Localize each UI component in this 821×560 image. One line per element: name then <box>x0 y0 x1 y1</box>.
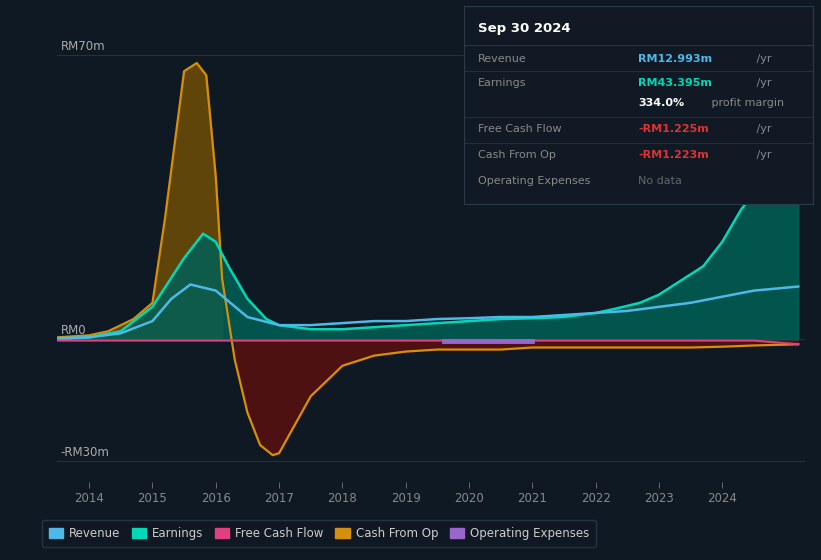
Text: Operating Expenses: Operating Expenses <box>478 175 590 185</box>
Text: Sep 30 2024: Sep 30 2024 <box>478 21 571 35</box>
Text: RM70m: RM70m <box>61 40 105 53</box>
Text: /yr: /yr <box>754 124 772 134</box>
Text: RM43.395m: RM43.395m <box>639 78 712 88</box>
Text: profit margin: profit margin <box>708 98 784 108</box>
Text: Earnings: Earnings <box>478 78 526 88</box>
Text: 334.0%: 334.0% <box>639 98 685 108</box>
Text: -RM30m: -RM30m <box>61 446 109 459</box>
Text: -RM1.225m: -RM1.225m <box>639 124 709 134</box>
Text: Free Cash Flow: Free Cash Flow <box>478 124 562 134</box>
Text: RM0: RM0 <box>61 324 86 337</box>
Text: /yr: /yr <box>754 54 772 64</box>
Text: /yr: /yr <box>754 150 772 160</box>
Text: /yr: /yr <box>754 78 772 88</box>
Legend: Revenue, Earnings, Free Cash Flow, Cash From Op, Operating Expenses: Revenue, Earnings, Free Cash Flow, Cash … <box>42 520 596 547</box>
Text: -RM1.223m: -RM1.223m <box>639 150 709 160</box>
Text: Revenue: Revenue <box>478 54 526 64</box>
Text: No data: No data <box>639 175 682 185</box>
Text: RM12.993m: RM12.993m <box>639 54 713 64</box>
Text: Cash From Op: Cash From Op <box>478 150 556 160</box>
